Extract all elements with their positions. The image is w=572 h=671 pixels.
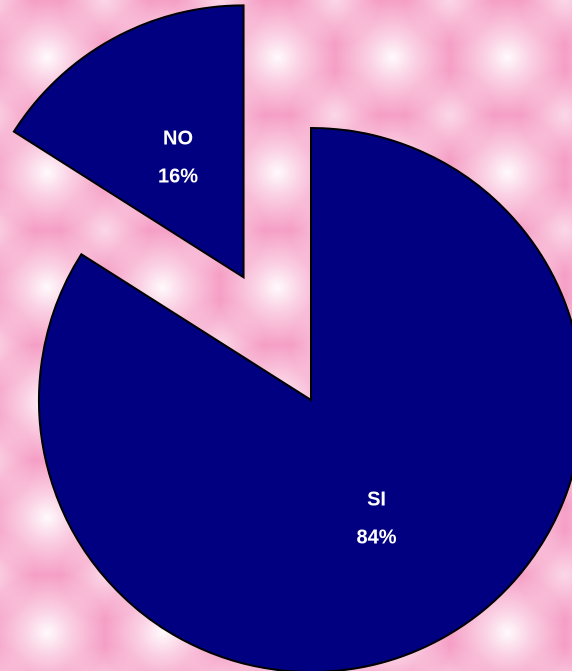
pie-slice xyxy=(38,126,572,671)
slice-category-label: SI xyxy=(367,488,386,510)
slice-category-label: NO xyxy=(163,127,193,149)
slice-value-label: 84% xyxy=(357,526,397,548)
pie-slice xyxy=(12,4,245,280)
slice-value-label: 16% xyxy=(158,165,198,187)
